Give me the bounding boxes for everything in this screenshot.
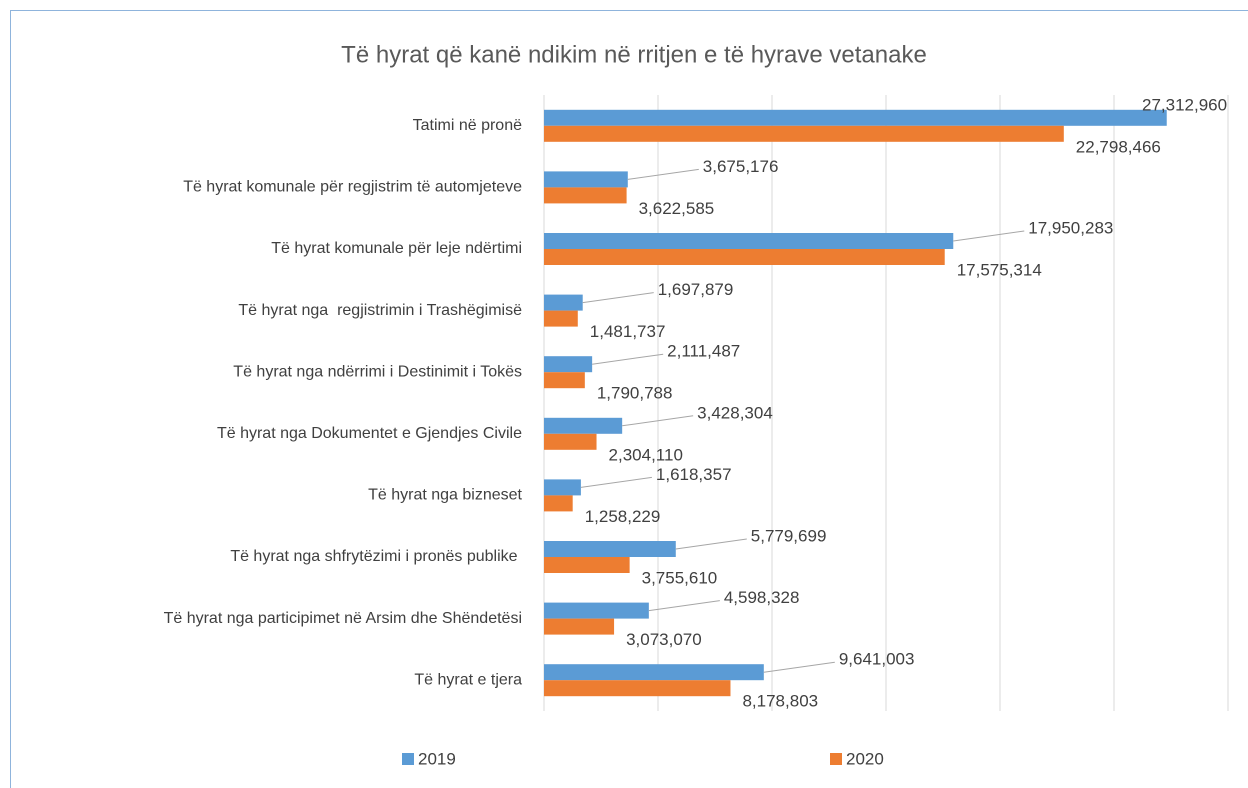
- leader-line: [592, 353, 664, 365]
- value-label: 27,312,960: [1142, 95, 1227, 114]
- category-label: Të hyrat komunale për leje ndërtimi: [271, 240, 522, 257]
- bar: [544, 187, 627, 204]
- value-label: 3,622,585: [639, 199, 715, 218]
- bar: [544, 602, 649, 619]
- value-label: 1,790,788: [597, 384, 673, 403]
- value-label: 9,641,003: [839, 650, 915, 669]
- value-label: 3,428,304: [697, 403, 773, 422]
- value-label: 3,675,176: [703, 157, 779, 176]
- bar: [544, 372, 585, 389]
- bar: [544, 557, 630, 573]
- value-label: 22,798,466: [1076, 137, 1161, 156]
- bar: [544, 171, 628, 188]
- bar: [544, 664, 764, 681]
- chart-title: Të hyrat që kanë ndikim në rritjen e të …: [341, 41, 927, 68]
- bar: [544, 541, 676, 557]
- value-label: 5,779,699: [751, 526, 827, 545]
- value-label: 3,073,070: [626, 630, 702, 649]
- category-label: Të hyrat nga participimet në Arsim dhe S…: [164, 610, 522, 627]
- category-label: Të hyrat nga regjistrimin i Trashëgimisë: [238, 302, 522, 319]
- bar: [544, 618, 615, 635]
- legend-label: 2019: [418, 749, 456, 768]
- leader-line: [675, 538, 747, 550]
- bar: [544, 356, 593, 373]
- value-label: 1,258,229: [585, 507, 661, 526]
- bar: [544, 249, 945, 265]
- bar: [544, 294, 583, 311]
- category-label: Të hyrat e tjera: [414, 671, 522, 688]
- category-label: Tatimi në pronë: [413, 117, 522, 134]
- bar: [544, 680, 731, 697]
- value-label: 17,950,283: [1028, 218, 1113, 237]
- value-label: 1,618,357: [656, 465, 732, 484]
- category-label: Të hyrat nga ndërrimi i Destinimit i Tok…: [233, 363, 522, 380]
- value-label: 4,598,328: [724, 588, 800, 607]
- value-label: 1,481,737: [590, 322, 666, 341]
- leader-line: [627, 168, 699, 180]
- bar: [544, 479, 581, 496]
- category-label: Të hyrat nga bizneset: [368, 487, 522, 504]
- value-label: 17,575,314: [957, 260, 1042, 279]
- leader-line: [622, 415, 694, 427]
- value-label: 2,304,110: [609, 445, 683, 464]
- legend-label: 2020: [846, 749, 884, 768]
- bar: [544, 310, 578, 327]
- bar: [544, 233, 954, 249]
- bar: [544, 433, 597, 450]
- value-label: 1,697,879: [658, 280, 734, 299]
- bar: [544, 125, 1064, 142]
- category-label: Të hyrat nga Dokumentet e Gjendjes Civil…: [217, 425, 522, 442]
- value-label: 2,111,487: [667, 342, 740, 361]
- leader-line: [648, 600, 720, 612]
- category-label: Të hyrat komunale për regjistrim të auto…: [183, 179, 522, 196]
- bar: [544, 109, 1167, 126]
- leader-line: [582, 292, 654, 304]
- leader-line: [763, 661, 835, 673]
- value-label: 8,178,803: [742, 692, 818, 711]
- bar: [544, 495, 573, 512]
- legend-swatch: [830, 753, 842, 765]
- legend-swatch: [402, 753, 414, 765]
- value-label: 3,755,610: [642, 568, 718, 587]
- bar: [544, 417, 623, 434]
- leader-line: [953, 230, 1025, 242]
- leader-line: [580, 476, 652, 488]
- category-label: Të hyrat nga shfrytëzimi i pronës publik…: [230, 548, 522, 565]
